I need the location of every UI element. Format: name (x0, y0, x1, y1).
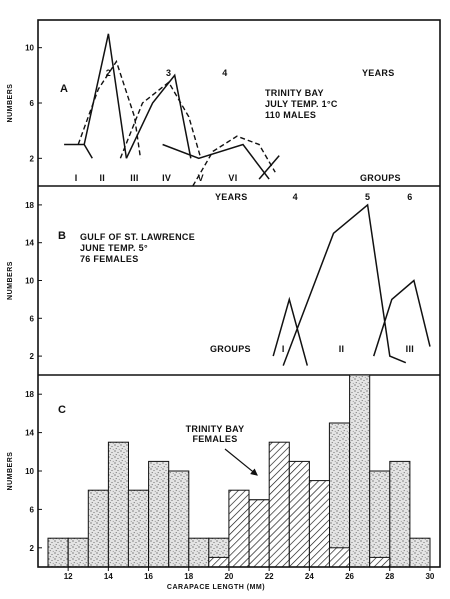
solid-curve (83, 33, 128, 159)
solid-curve (282, 203, 407, 366)
dashed-curve (119, 81, 202, 159)
x-tick-label: 12 (64, 572, 73, 581)
year-number: 4 (293, 192, 298, 202)
group-numeral: IV (162, 173, 171, 183)
stippled-bar (47, 537, 69, 568)
panel-b: 2 6 10 14 18 NUMBERS B GULF OF ST. LAWRENCEJUNE… (7, 185, 440, 366)
y-axis-label: NUMBERS (7, 452, 14, 491)
annotation-line: JUNE TEMP. 5° (80, 243, 148, 253)
dashed-curve (77, 59, 142, 159)
x-tick-label: 22 (265, 572, 274, 581)
group-numeral: I (282, 344, 285, 354)
solid-curve (372, 279, 431, 357)
y-tick-label: 14 (25, 239, 34, 248)
y-tick-label: 10 (25, 277, 34, 286)
x-axis-label: CARAPACE LENGTH (MM) (167, 584, 265, 591)
y-tick-label: 6 (30, 505, 35, 514)
annotation-line: JULY TEMP. 1°C (265, 99, 338, 109)
y-tick-label: 6 (30, 99, 35, 108)
y-tick-label: 10 (25, 467, 34, 476)
year-number: 6 (407, 192, 412, 202)
y-tick-label: 14 (25, 429, 34, 438)
year-number: 3 (166, 68, 171, 78)
y-tick-label: 2 (30, 544, 35, 553)
stippled-bar (409, 537, 431, 568)
chart-frame (37, 19, 441, 568)
x-tick-label: 18 (184, 572, 193, 581)
group-numeral: II (339, 344, 345, 354)
group-numeral: I (75, 173, 78, 183)
year-number: 4 (222, 68, 227, 78)
solid-curve (125, 73, 192, 159)
panel-label: B (58, 230, 66, 242)
hatched-bar (228, 489, 250, 568)
annotation-line: 76 FEMALES (80, 254, 139, 264)
year-number: 5 (365, 192, 370, 202)
stippled-bar (369, 470, 391, 568)
annotation-line: FEMALES (192, 434, 237, 444)
year-number: 2 (106, 68, 111, 78)
x-tick-label: 28 (385, 572, 394, 581)
hatched-bar (248, 499, 270, 568)
group-numeral: II (100, 173, 106, 183)
y-tick-label: 10 (25, 44, 34, 53)
hatched-bar (328, 547, 350, 568)
panel-label: C (58, 404, 66, 416)
y-axis-label: NUMBERS (7, 261, 14, 300)
x-tick-label: 20 (224, 572, 233, 581)
y-axis-label: NUMBERS (7, 84, 14, 123)
hatched-bar (308, 480, 330, 568)
y-tick-label: 18 (25, 201, 34, 210)
stippled-bar (168, 470, 190, 568)
hatched-bar (369, 556, 391, 568)
groups-label: GROUPS (360, 173, 401, 183)
y-tick-label: 6 (30, 314, 35, 323)
annotation-line: 110 MALES (265, 110, 316, 120)
years-label: YEARS (362, 68, 395, 78)
y-tick-label: 2 (30, 352, 35, 361)
x-tick-label: 30 (425, 572, 434, 581)
solid-curve (64, 143, 93, 159)
annotation-line: TRINITY BAY (186, 424, 245, 434)
panel-label: A (60, 83, 68, 95)
solid-curve (258, 155, 280, 180)
stippled-bar (148, 460, 170, 568)
group-numeral: III (406, 344, 414, 354)
stippled-bar (349, 374, 371, 568)
stippled-bar (389, 460, 411, 568)
dashed-curve (192, 135, 276, 187)
hatched-bar (208, 556, 230, 568)
stippled-bar (328, 422, 350, 568)
y-tick-label: 18 (25, 390, 34, 399)
hatched-bar (288, 460, 310, 568)
solid-curve (272, 296, 309, 366)
years-label: YEARS (215, 192, 248, 202)
y-tick-label: 2 (30, 154, 35, 163)
groups-label: GROUPS (210, 344, 251, 354)
group-numeral: VI (228, 173, 237, 183)
group-numeral: III (130, 173, 138, 183)
x-tick-label: 16 (144, 572, 153, 581)
annotation-line: GULF OF ST. LAWRENCE (80, 232, 195, 242)
stippled-bar (127, 489, 149, 568)
x-tick-label: 24 (305, 572, 314, 581)
hatched-bar (268, 441, 290, 568)
stippled-bar (188, 537, 210, 568)
annotation-arrow (224, 448, 258, 476)
group-numeral: V (198, 173, 204, 183)
annotation-line: TRINITY BAY (265, 88, 324, 98)
stippled-bar (107, 441, 130, 568)
stippled-bar (67, 537, 89, 568)
x-tick-label: 26 (345, 572, 354, 581)
stippled-bar (87, 489, 109, 568)
solid-curve (162, 143, 270, 180)
x-tick-label: 14 (104, 572, 113, 581)
